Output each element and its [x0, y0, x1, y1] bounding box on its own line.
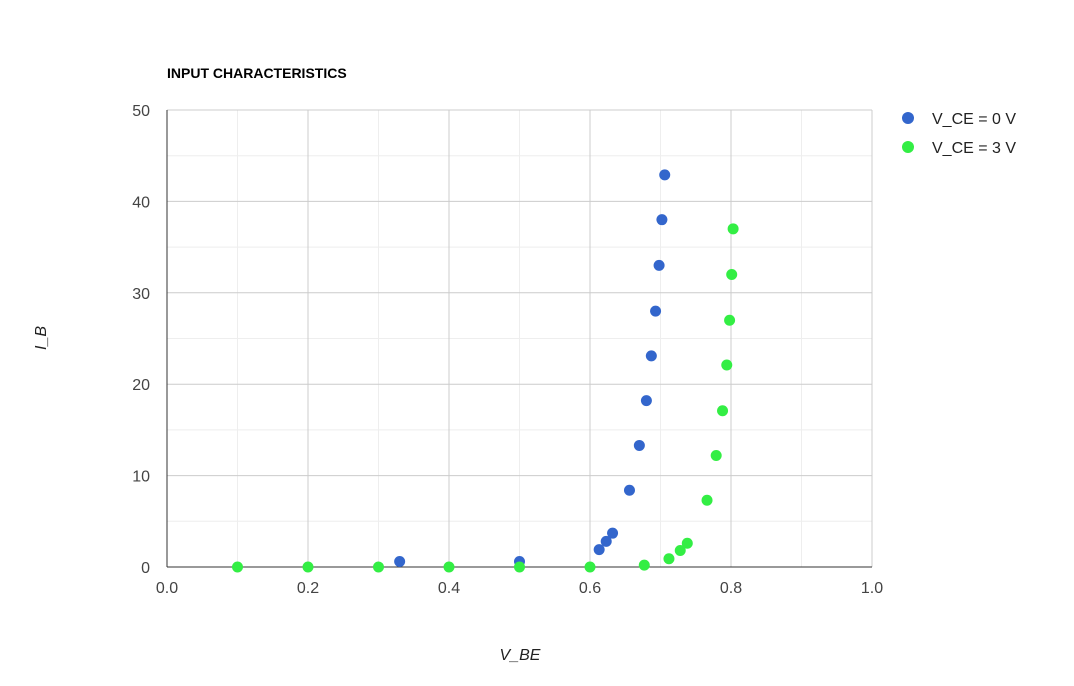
data-point-series-1 [650, 305, 662, 317]
data-point-series-1 [593, 544, 605, 556]
data-point-series-2 [721, 359, 733, 371]
y-axis-label: I_B [33, 326, 50, 350]
x-tick-label: 0.6 [579, 580, 601, 597]
data-point-series-1 [600, 535, 612, 547]
y-tick-label: 20 [132, 377, 150, 394]
data-point-series-2 [727, 223, 739, 235]
data-point-series-2 [584, 561, 596, 573]
data-point-series-2 [674, 545, 686, 557]
y-tick-label: 30 [132, 286, 150, 303]
x-tick-label: 0.0 [156, 580, 178, 597]
data-point-series-2 [681, 537, 693, 549]
legend-marker [902, 112, 914, 124]
data-point-series-1 [659, 169, 671, 181]
data-points [232, 169, 739, 573]
legend-label: V_CE = 0 V [932, 111, 1016, 128]
y-tick-label: 50 [132, 103, 150, 120]
data-point-series-1 [640, 395, 652, 407]
data-point-series-1 [607, 527, 619, 539]
gridlines [166, 109, 873, 568]
legend-marker [902, 141, 914, 153]
x-tick-label: 1.0 [861, 580, 883, 597]
data-point-series-2 [710, 449, 722, 461]
data-point-series-2 [302, 561, 314, 573]
data-point-series-1 [633, 439, 645, 451]
data-point-series-1 [656, 214, 668, 226]
y-tick-labels: 0 10 20 30 40 50 [132, 103, 150, 577]
x-tick-label: 0.8 [720, 580, 742, 597]
data-point-series-2 [514, 561, 525, 573]
data-point-series-2 [726, 269, 738, 281]
x-tick-labels: 0.0 0.2 0.4 0.6 0.8 1.0 [156, 580, 883, 597]
legend-label: V_CE = 3 V [932, 140, 1016, 157]
x-axis-label: V_BE [500, 647, 541, 664]
data-point-series-1 [645, 350, 657, 362]
data-point-series-1 [394, 556, 406, 568]
chart-title: INPUT CHARACTERISTICS [167, 65, 347, 81]
data-point-series-2 [663, 553, 675, 565]
data-point-series-1 [623, 484, 635, 496]
data-point-series-2 [373, 561, 384, 573]
data-point-series-1 [653, 259, 665, 271]
data-point-series-2 [701, 494, 713, 506]
y-tick-label: 0 [141, 560, 150, 577]
x-tick-label: 0.4 [438, 580, 460, 597]
y-tick-label: 40 [132, 194, 150, 211]
data-point-series-2 [724, 314, 736, 326]
y-tick-label: 10 [132, 469, 150, 486]
data-point-series-2 [638, 559, 650, 571]
data-point-series-2 [717, 405, 729, 417]
legend: V_CE = 0 V V_CE = 3 V [902, 111, 1016, 157]
data-point-series-2 [232, 561, 243, 573]
data-point-series-2 [443, 561, 455, 573]
x-tick-label: 0.2 [297, 580, 319, 597]
